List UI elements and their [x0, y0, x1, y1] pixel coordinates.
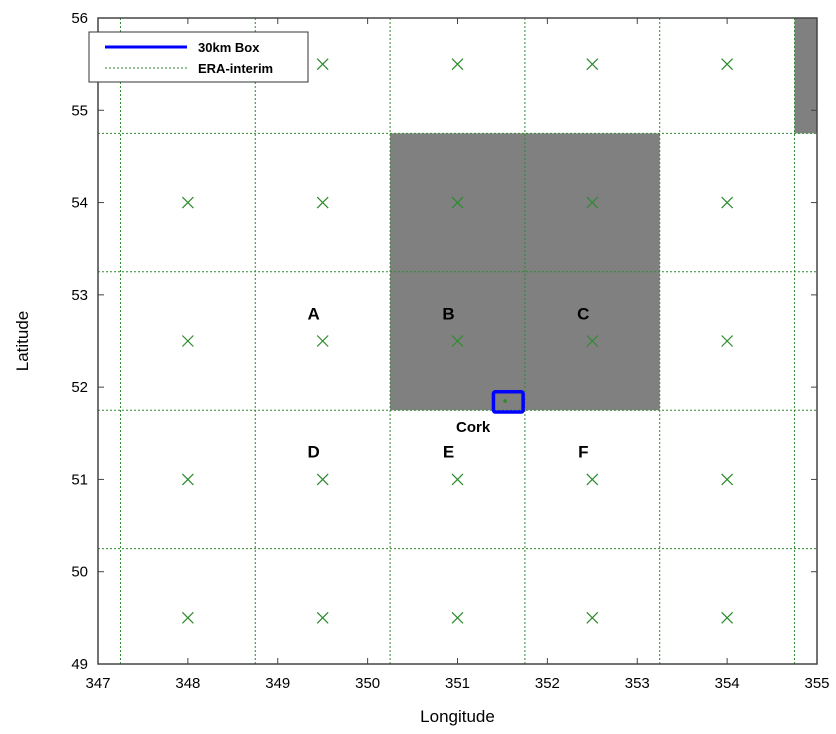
grid-point-2-0 [181, 335, 194, 347]
grid-point-3-1 [316, 196, 329, 209]
grid-point-1-2 [451, 473, 464, 486]
x-axis-title: Longitude [420, 707, 495, 726]
legend-label-0: 30km Box [198, 40, 260, 55]
grid-point-stroke [586, 196, 599, 209]
grid-point-stroke [721, 611, 734, 624]
legend-box [88, 31, 309, 83]
x-tick-label: 355 [804, 675, 829, 692]
grid-point-stroke [316, 335, 329, 347]
grid-point-0-1 [316, 611, 329, 624]
cell-labels-layer: A B C D E F [308, 304, 590, 461]
shaded-cells-layer [390, 18, 817, 411]
grid-point-1-3 [586, 473, 599, 486]
grid-point-2-3 [586, 335, 599, 347]
grid-point-2-2 [451, 335, 464, 347]
x-tick-label: 354 [715, 675, 740, 692]
box-layer: Cork [456, 390, 525, 436]
y-tick-label: 52 [71, 379, 88, 396]
cell-label-b: B [442, 304, 454, 323]
x-tick-label: 353 [625, 675, 650, 692]
x-tick-label: 348 [175, 675, 200, 692]
x-tick-label: 349 [265, 675, 290, 692]
grid-point-stroke [721, 335, 734, 347]
grid-point-stroke [181, 473, 194, 486]
grid-point-stroke [586, 335, 599, 347]
grid-point-0-0 [181, 611, 194, 624]
grid-point-stroke [316, 58, 329, 71]
grid-point-1-4 [721, 473, 734, 486]
y-tick-label: 54 [71, 195, 88, 212]
grid-point-2-1 [316, 335, 329, 347]
grid-point-3-3 [586, 196, 599, 209]
grid-point-4-4 [721, 58, 734, 71]
grid-point-4-1 [316, 58, 329, 71]
grid-point-3-2 [451, 196, 464, 209]
grid-point-4-3 [586, 58, 599, 71]
y-axis-title: Latitude [13, 311, 32, 372]
legend: 30km Box ERA-interim [88, 31, 309, 83]
cell-label-f: F [578, 443, 588, 462]
grid-point-stroke [316, 611, 329, 624]
site-label-cork: Cork [456, 419, 491, 436]
grid-point-0-4 [721, 611, 734, 624]
grid-point-stroke [451, 58, 464, 71]
grid-point-4-2 [451, 58, 464, 71]
site-marker-cork [503, 399, 507, 403]
grid-point-stroke [721, 58, 734, 71]
axes-layer: 347 348 349 350 351 352 353 354 355 49 50 51 52 53 54 5… [71, 10, 829, 692]
grid-point-stroke [451, 196, 464, 209]
grid-point-stroke [586, 473, 599, 486]
box-30km [491, 390, 525, 414]
grid-point-3-0 [181, 196, 194, 209]
grid-point-stroke [451, 611, 464, 624]
grid-point-1-0 [181, 473, 194, 486]
grid-point-stroke [586, 58, 599, 71]
grid-point-0-2 [451, 611, 464, 624]
x-tick-label: 350 [355, 675, 380, 692]
grid-point-2-4 [721, 335, 734, 347]
x-tick-label: 352 [535, 675, 560, 692]
cell-label-c: C [577, 304, 589, 323]
y-tick-label: 50 [71, 564, 88, 581]
grid-point-stroke [181, 611, 194, 624]
cell-label-a: A [308, 304, 320, 323]
cell-label-d: D [308, 443, 320, 462]
grid-points-layer [181, 58, 734, 624]
grid-point-stroke [316, 473, 329, 486]
y-tick-label: 55 [71, 102, 88, 119]
grid-point-stroke [451, 473, 464, 486]
y-tick-label: 51 [71, 471, 88, 488]
y-tick-label: 49 [71, 656, 88, 673]
grid-point-stroke [721, 196, 734, 209]
x-tick-label: 351 [445, 675, 470, 692]
grid-point-stroke [451, 335, 464, 347]
grid-point-stroke [721, 473, 734, 486]
grid-point-3-4 [721, 196, 734, 209]
x-tick-label: 347 [85, 675, 110, 692]
shaded-cell-1 [794, 18, 817, 134]
cell-label-e: E [443, 443, 454, 462]
y-tick-label: 56 [71, 10, 88, 27]
grid-point-stroke [181, 196, 194, 209]
grid-point-stroke [181, 335, 194, 347]
y-tick-label: 53 [71, 287, 88, 304]
grid-point-0-3 [586, 611, 599, 624]
legend-label-1: ERA-interim [198, 61, 273, 76]
grid-point-stroke [586, 611, 599, 624]
grid-point-stroke [316, 196, 329, 209]
grid-point-1-1 [316, 473, 329, 486]
